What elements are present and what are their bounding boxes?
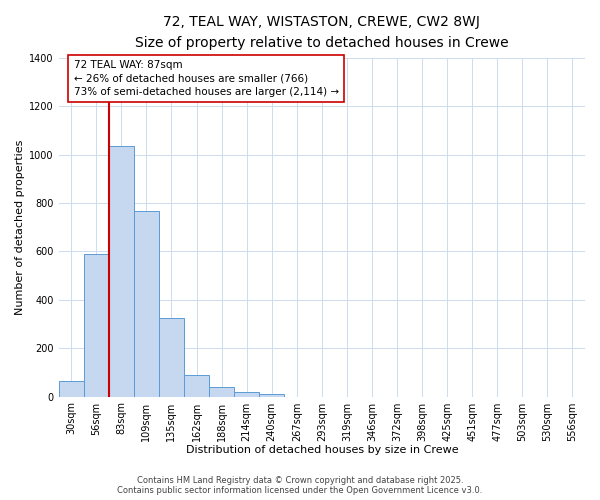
X-axis label: Distribution of detached houses by size in Crewe: Distribution of detached houses by size … [185, 445, 458, 455]
Title: 72, TEAL WAY, WISTASTON, CREWE, CW2 8WJ
Size of property relative to detached ho: 72, TEAL WAY, WISTASTON, CREWE, CW2 8WJ … [135, 15, 509, 50]
Bar [134, 212, 159, 396]
Text: Contains HM Land Registry data © Crown copyright and database right 2025.
Contai: Contains HM Land Registry data © Crown c… [118, 476, 482, 495]
Bar [109, 146, 134, 397]
Bar [209, 387, 234, 396]
Bar [84, 254, 109, 396]
Bar [159, 318, 184, 396]
Bar [59, 381, 84, 396]
Text: 72 TEAL WAY: 87sqm
← 26% of detached houses are smaller (766)
73% of semi-detach: 72 TEAL WAY: 87sqm ← 26% of detached hou… [74, 60, 339, 96]
Bar [234, 392, 259, 396]
Bar [184, 375, 209, 396]
Bar [259, 394, 284, 396]
Y-axis label: Number of detached properties: Number of detached properties [15, 140, 25, 315]
